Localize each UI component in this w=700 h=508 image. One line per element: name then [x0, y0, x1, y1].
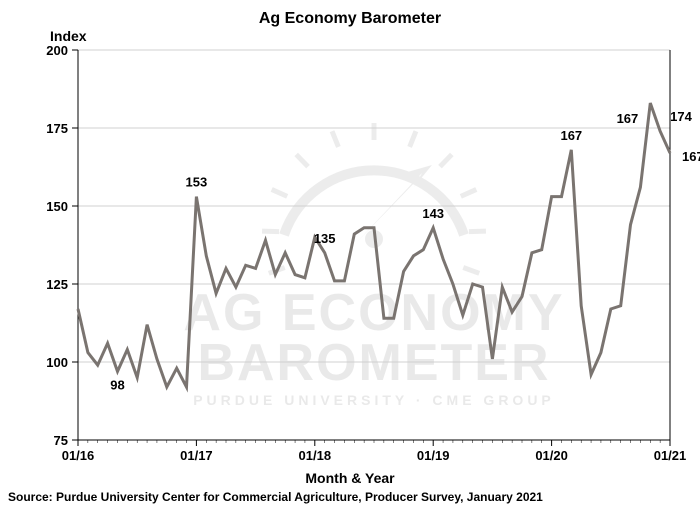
chart-title: Ag Economy Barometer [0, 10, 700, 28]
chart-container: AG ECONOMYBAROMETERPURDUE UNIVERSITY · C… [0, 0, 700, 508]
svg-text:01/20: 01/20 [535, 448, 568, 463]
svg-text:01/21: 01/21 [654, 448, 687, 463]
data-point-label: 167 [617, 111, 639, 126]
svg-text:01/17: 01/17 [180, 448, 213, 463]
svg-text:01/16: 01/16 [62, 448, 95, 463]
svg-text:75: 75 [54, 433, 68, 448]
data-point-label: 98 [110, 377, 124, 392]
svg-text:PURDUE UNIVERSITY · CME GR: PURDUE UNIVERSITY · CME GROUP [193, 392, 555, 408]
source-caption: Source: Purdue University Center for Com… [8, 490, 543, 504]
svg-text:BAROMETER: BAROMETER [197, 334, 550, 392]
watermark: AG ECONOMYBAROMETERPURDUE UNIVERSITY · C… [183, 123, 564, 408]
y-axis-label: Index [50, 28, 87, 44]
data-point-label: 143 [422, 206, 444, 221]
svg-text:125: 125 [46, 277, 68, 292]
chart-svg: AG ECONOMYBAROMETERPURDUE UNIVERSITY · C… [0, 0, 700, 508]
svg-text:01/18: 01/18 [299, 448, 332, 463]
x-axis-label: Month & Year [0, 470, 700, 486]
svg-text:200: 200 [46, 43, 68, 58]
data-point-label: 174 [670, 109, 692, 124]
svg-text:100: 100 [46, 355, 68, 370]
data-point-label: 153 [186, 175, 208, 190]
svg-text:175: 175 [46, 121, 68, 136]
data-point-label: 167 [682, 149, 700, 164]
svg-text:01/19: 01/19 [417, 448, 450, 463]
data-point-label: 167 [560, 128, 582, 143]
data-point-label: 135 [314, 231, 336, 246]
svg-text:150: 150 [46, 199, 68, 214]
